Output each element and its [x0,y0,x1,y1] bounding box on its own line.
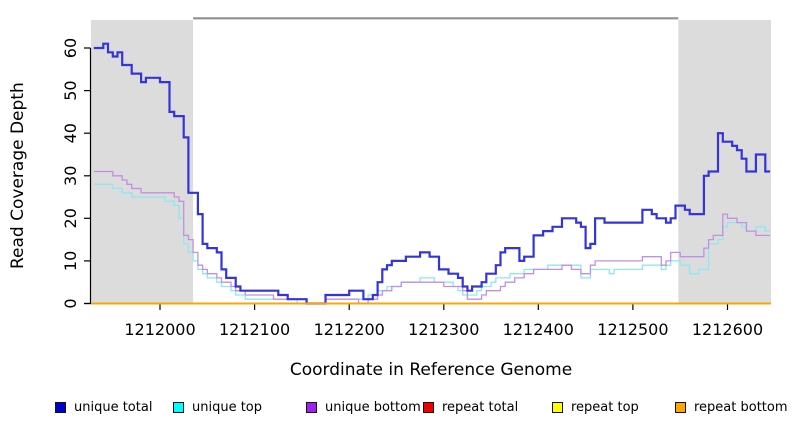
legend-item-unique-bottom: unique bottom [306,400,421,415]
series-line-unique-bottom [93,170,771,305]
y-tick-label: 50 [61,80,80,100]
series-line-unique-top [93,183,771,305]
y-tick-label: 40 [61,123,80,143]
x-axis-title: Coordinate in Reference Genome [289,360,573,380]
y-tick-label: 0 [61,298,80,308]
shaded-region [91,20,194,304]
legend-label: unique top [192,400,263,415]
shaded-region [678,20,771,304]
legend-item-repeat-total: repeat total [423,400,518,415]
legend-label: unique total [74,400,153,415]
legend-label: repeat bottom [694,400,788,415]
legend-label: repeat total [442,400,519,415]
legend-item-unique-top: unique top [173,400,262,415]
y-tick-label: 20 [61,208,80,228]
x-tick-label: 1212600 [692,320,763,339]
legend-item-repeat-top: repeat top [552,400,639,415]
y-tick-label: 30 [61,166,80,186]
x-tick-label: 1212000 [124,320,195,339]
series-line-unique-total [93,42,771,305]
legend-swatch-unique-total [55,402,66,413]
legend-item-repeat-bottom: repeat bottom [675,400,788,415]
legend-swatch-unique-top [173,402,184,413]
x-tick-label: 1212200 [314,320,385,339]
legend-label: repeat top [571,400,639,415]
legend-swatch-repeat-top [552,402,563,413]
y-tick-label: 60 [61,38,80,58]
legend-swatch-repeat-bottom [675,402,686,413]
y-axis-title: Read Coverage Depth [8,82,28,270]
legend-swatch-unique-bottom [306,402,317,413]
coverage-plot: 0 10 20 30 40 50 60 1212000 1212100 1212200 121230… [61,17,771,339]
x-tick-label: 1212100 [219,320,290,339]
legend-label: unique bottom [325,400,421,415]
x-tick-label: 1212400 [503,320,574,339]
x-tick-label: 1212500 [597,320,668,339]
y-tick-label: 10 [61,251,80,271]
x-tick-label: 1212300 [408,320,479,339]
legend-swatch-repeat-total [423,402,434,413]
legend-item-unique-total: unique total [55,400,152,415]
